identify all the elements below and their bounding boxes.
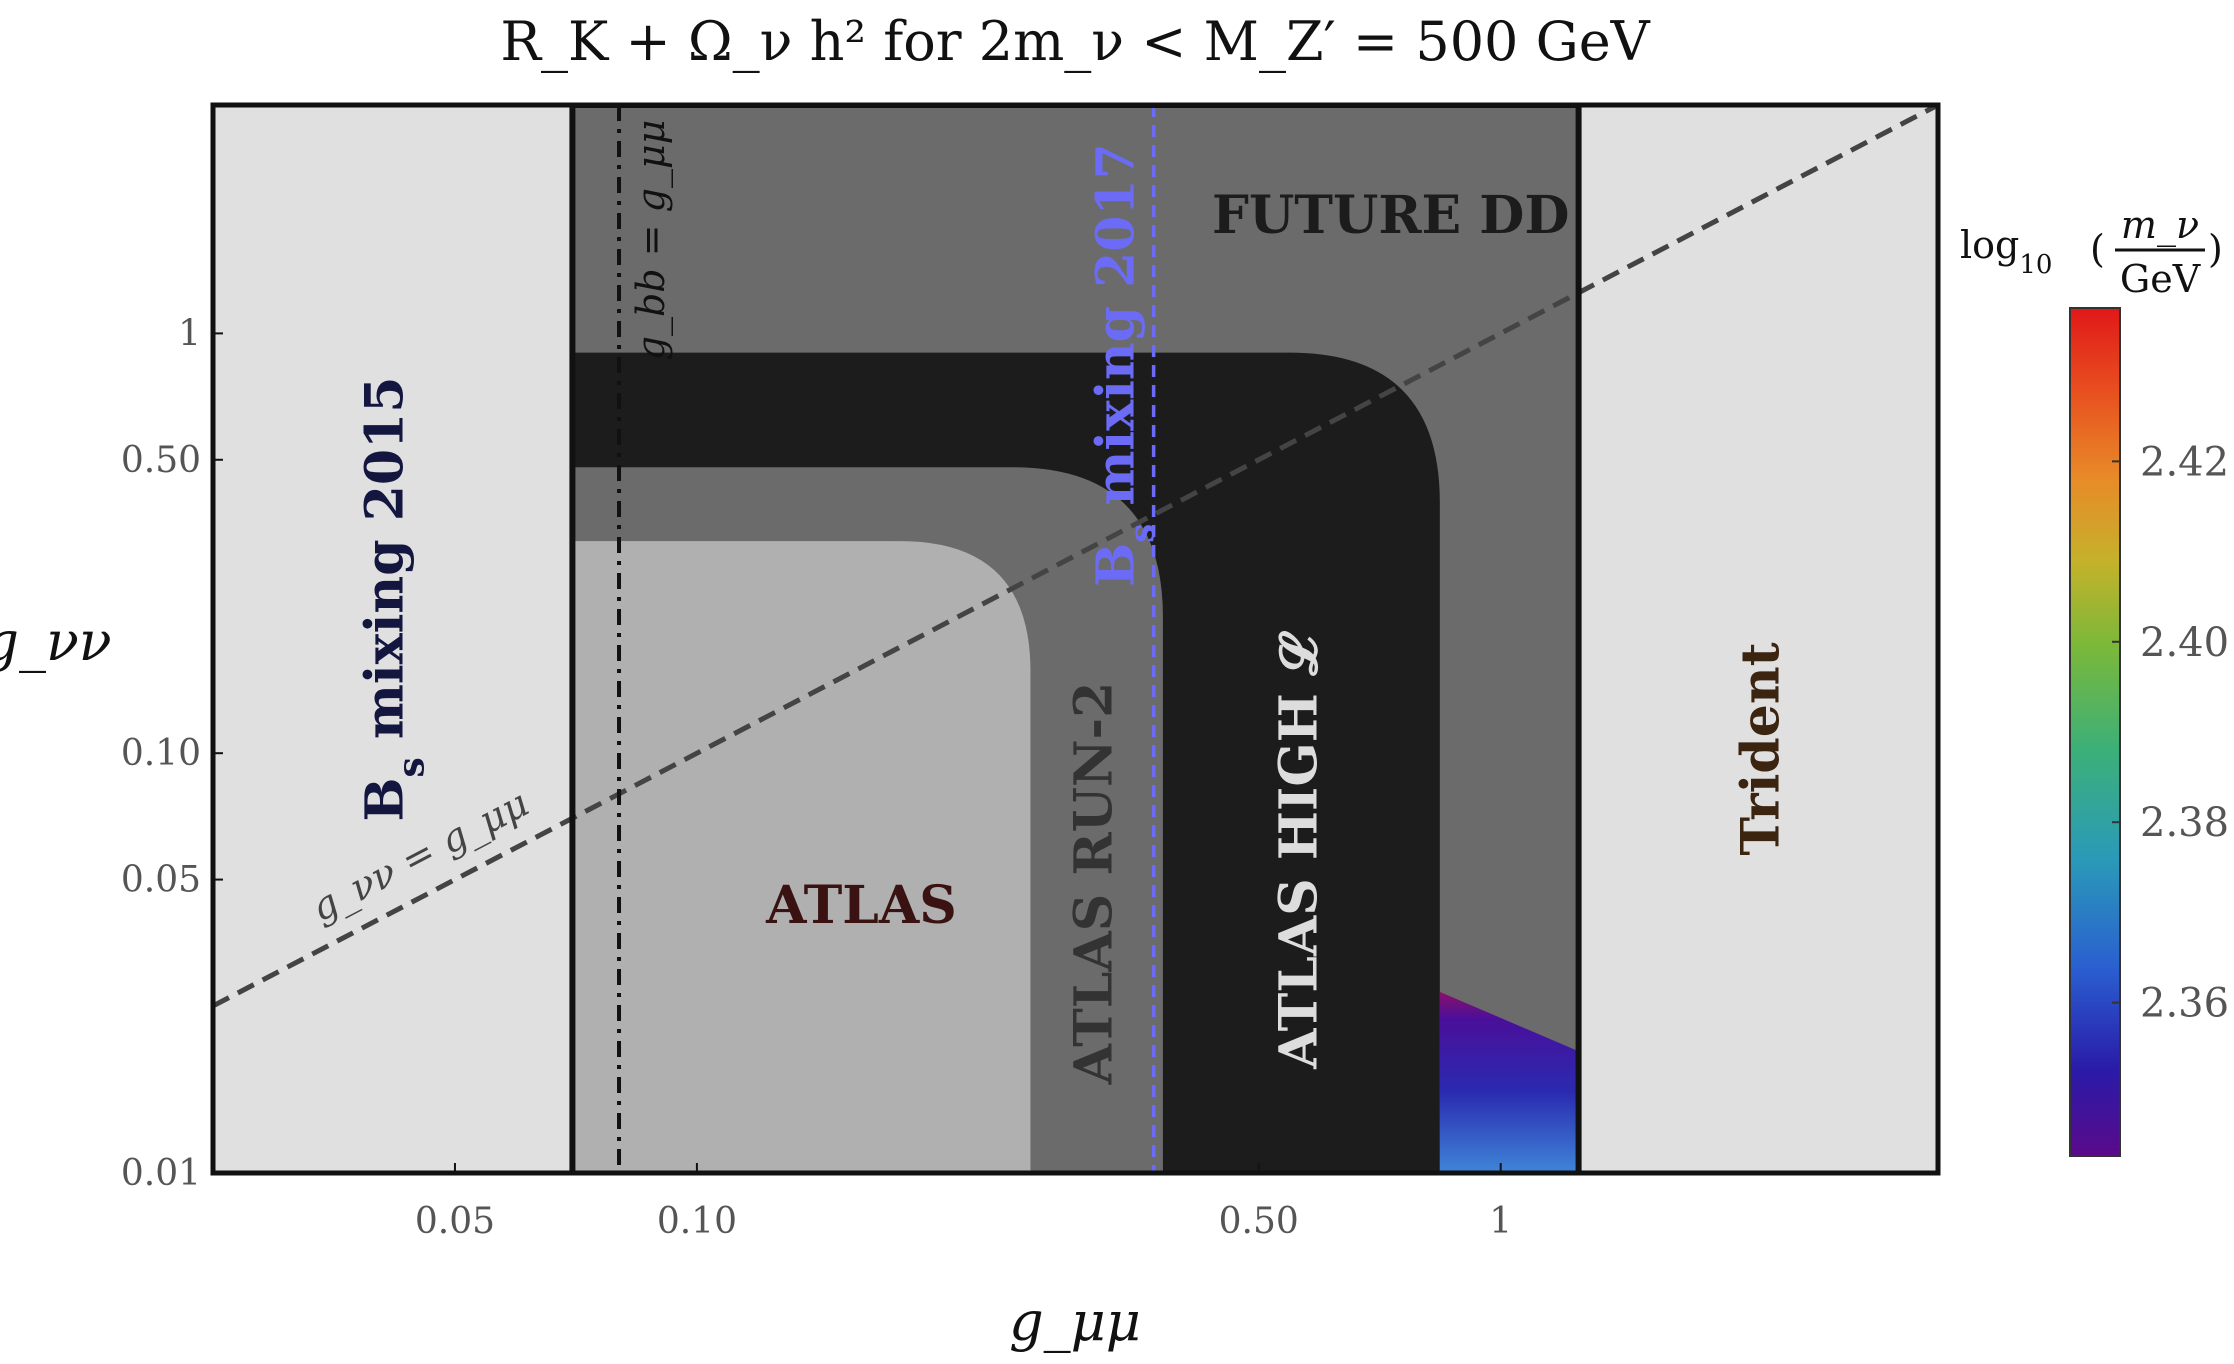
y-tick-label: 0.05	[121, 860, 201, 901]
colorbar-paren-right: )	[2208, 227, 2223, 271]
y-tick-label: 0.10	[121, 733, 201, 774]
colorbar-title: log10	[1960, 223, 2052, 280]
y-axis-title: g_νν	[0, 610, 112, 673]
x-tick-label: 0.10	[657, 1201, 737, 1242]
x-tick-label: 0.05	[415, 1201, 495, 1242]
colorbar-tick-label: 2.38	[2140, 800, 2229, 846]
label-bs-mixing-2017-rest: mixing 2017	[1086, 143, 1147, 524]
label-bs-mixing-2015: Bs mixing 2015	[355, 377, 433, 822]
label-atlas-high-l: ATLAS HIGH 𝓛	[1268, 631, 1329, 1070]
label-bs-mixing-2017-sub: s	[1123, 524, 1163, 543]
label-trident: Trident	[1730, 642, 1791, 855]
label-gbb-eq-gmumu: g_bb = g_μμ	[629, 120, 674, 361]
region-bs-mixing-2015	[213, 105, 573, 1173]
chart-title: R_K + Ω_ν h² for 2m_ν < M_Z′ = 500 GeV	[500, 10, 1650, 73]
x-tick-label: 1	[1489, 1201, 1512, 1242]
colorbar-scale	[2069, 307, 2121, 1157]
colorbar-title-sub: 10	[2019, 250, 2052, 280]
colorbar-tick-label: 2.40	[2140, 620, 2229, 666]
x-axis-title: g_μμ	[1009, 1290, 1141, 1353]
relic-density-region	[1439, 991, 1579, 1173]
label-bs-mixing-2015-main: B	[355, 777, 416, 821]
y-tick-label: 0.50	[121, 440, 201, 481]
label-atlas-run2: ATLAS RUN-2	[1064, 682, 1125, 1086]
y-tick-label: 0.01	[121, 1153, 201, 1194]
region-labels: Bs mixing 2015 Trident FUTURE DD ATLAS A…	[304, 120, 1791, 1086]
colorbar-title-num: m_ν	[2121, 203, 2199, 248]
plot-frame	[210, 102, 1941, 1176]
y-tick-label: 1	[178, 313, 201, 354]
label-bs-mixing-2017: Bs mixing 2017	[1086, 143, 1163, 587]
colorbar-tick-label: 2.42	[2140, 439, 2229, 485]
colorbar-title-den: GeV	[2120, 257, 2201, 301]
label-bs-mixing-2015-rest: mixing 2015	[355, 377, 416, 758]
label-atlas: ATLAS	[765, 875, 957, 936]
colorbar-paren-left: (	[2090, 227, 2105, 271]
colorbar-title-prefix: log	[1960, 223, 2019, 267]
region-atlas	[572, 541, 1031, 1173]
label-bs-mixing-2017-main: B	[1086, 543, 1147, 587]
colorbar-tick-label: 2.36	[2140, 981, 2229, 1027]
colorbar: log10 ( m_ν GeV ) 2.36 2.38 2.40 2.42	[1960, 203, 2229, 1157]
x-tick-label: 0.50	[1219, 1201, 1299, 1242]
x-axis-ticks: 0.05 0.10 0.50 1	[415, 1163, 1512, 1242]
plot-area	[213, 105, 1938, 1173]
colorbar-ticks: 2.36 2.38 2.40 2.42	[2112, 439, 2229, 1027]
label-future-dd: FUTURE DD	[1212, 185, 1569, 246]
y-axis-ticks: 0.01 0.05 0.10 0.50 1	[121, 313, 223, 1194]
line-gnunu-eq-gmumu	[213, 105, 1938, 1009]
region-trident	[1578, 105, 1938, 1173]
label-bs-mixing-2015-sub: s	[391, 757, 433, 777]
